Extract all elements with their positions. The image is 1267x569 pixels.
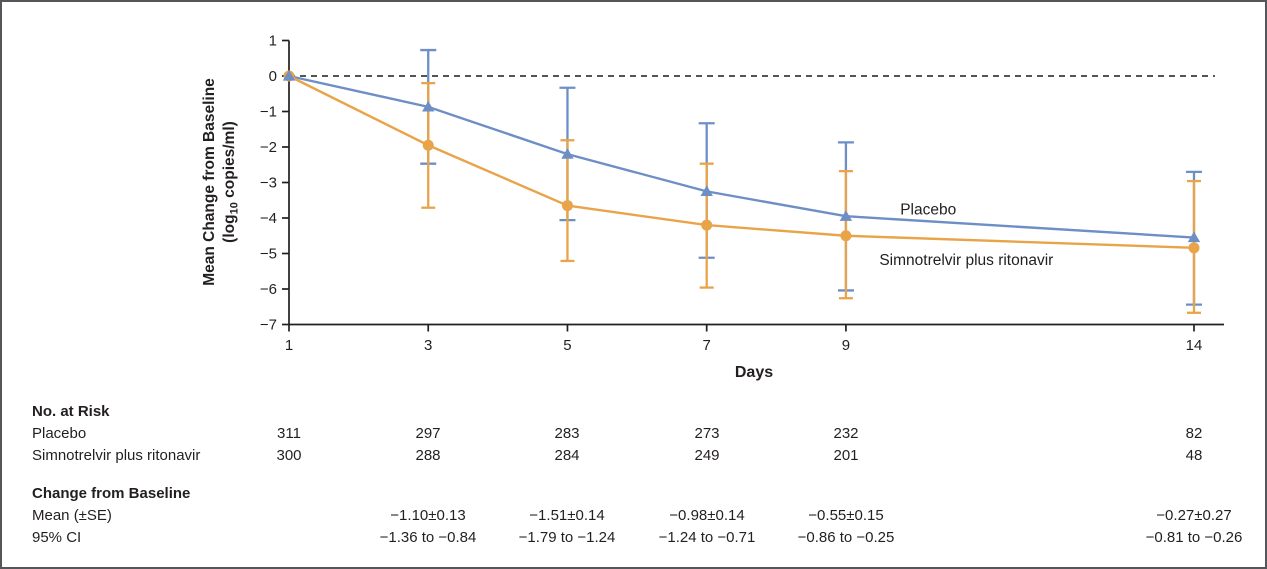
y-tick-label: −2	[260, 139, 277, 156]
change_from_baseline-cell: −0.86 to −0.25	[797, 529, 895, 546]
risk-row-label-simnotrelvir: Simnotrelvir plus ritonavir	[32, 447, 201, 464]
no_at_risk-cell: 311	[277, 425, 301, 442]
no_at_risk-cell: 284	[554, 447, 580, 464]
placebo-label: Placebo	[900, 201, 956, 218]
no_at_risk-cell: 300	[276, 447, 302, 464]
change_from_baseline-cell: −0.81 to −0.26	[1145, 529, 1243, 546]
x-tick-label: 3	[424, 337, 432, 354]
no_at_risk-cell: 232	[833, 425, 859, 442]
change_from_baseline-cell: −1.36 to −0.84	[379, 529, 477, 546]
change-from-baseline-header: Change from Baseline	[32, 485, 191, 502]
simnotrelvir-marker	[422, 139, 434, 151]
change-row-label-ci: 95% CI	[32, 529, 82, 546]
no_at_risk-cell: 288	[415, 447, 441, 464]
x-tick-label: 1	[285, 337, 293, 354]
y-tick-label: 1	[269, 33, 277, 50]
x-tick-label: 5	[563, 337, 571, 354]
simnotrelvir-marker	[561, 200, 573, 212]
x-tick-label: 7	[703, 337, 711, 354]
y-tick-label: −7	[260, 317, 277, 334]
change_from_baseline-cell: −0.27±0.27	[1156, 507, 1232, 524]
no_at_risk-cell: 48	[1185, 447, 1203, 464]
placebo-marker	[561, 148, 574, 159]
y-tick-label: −5	[260, 246, 277, 263]
y-tick-label: −1	[260, 104, 277, 121]
no_at_risk-cell: 297	[415, 425, 441, 442]
no_at_risk-cell: 201	[833, 447, 859, 464]
placebo-line	[288, 74, 1195, 239]
y-axis-title-line2: (log10 copies/ml)	[221, 121, 241, 243]
y-axis-title-line1: Mean Change from Baseline	[201, 78, 218, 286]
no_at_risk-cell: 249	[694, 447, 720, 464]
x-tick-label: 14	[1186, 337, 1203, 354]
no_at_risk-cell: 273	[694, 425, 720, 442]
change_from_baseline-cell: −1.51±0.14	[529, 507, 605, 524]
y-tick-label: −4	[260, 210, 277, 227]
no-at-risk-header: No. at Risk	[32, 403, 110, 420]
y-tick-label: −6	[260, 281, 277, 298]
no_at_risk-cell: 82	[1185, 425, 1203, 442]
y-tick-label: 0	[269, 68, 277, 85]
x-tick-label: 9	[842, 337, 850, 354]
change_from_baseline-cell: −0.55±0.15	[808, 507, 884, 524]
change_from_baseline-cell: −1.79 to −1.24	[518, 529, 616, 546]
simnotrelvir-marker	[1188, 242, 1200, 254]
simnotrelvir-plus-ritonavir-line	[288, 74, 1195, 250]
no_at_risk-cell: 283	[554, 425, 580, 442]
y-tick-label: −3	[260, 175, 277, 192]
placebo-marker	[839, 210, 853, 221]
placebo-marker	[700, 185, 713, 196]
change_from_baseline-cell: −0.98±0.14	[669, 507, 745, 524]
placebo-marker	[422, 100, 435, 112]
simnotrelvir-marker	[840, 230, 852, 242]
placebo-marker	[282, 70, 296, 81]
change_from_baseline-cell: −1.10±0.13	[390, 507, 466, 524]
change-row-label-mean: Mean (±SE)	[32, 507, 112, 524]
placebo-marker	[1187, 231, 1201, 243]
x-axis-title: Days	[735, 364, 773, 381]
simnotrelvir-plus-ritonavir-label: Simnotrelvir plus ritonavir	[879, 252, 1053, 269]
simnotrelvir-marker	[701, 219, 713, 231]
risk-row-label-placebo: Placebo	[32, 425, 87, 442]
change_from_baseline-cell: −1.24 to −0.71	[658, 529, 756, 546]
chart-canvas: 1 0 −1 −2 −3 −4 −5 −6 −7 1 3 5 7 9 14 Placebo Simnotrelv…	[201, 33, 1224, 381]
